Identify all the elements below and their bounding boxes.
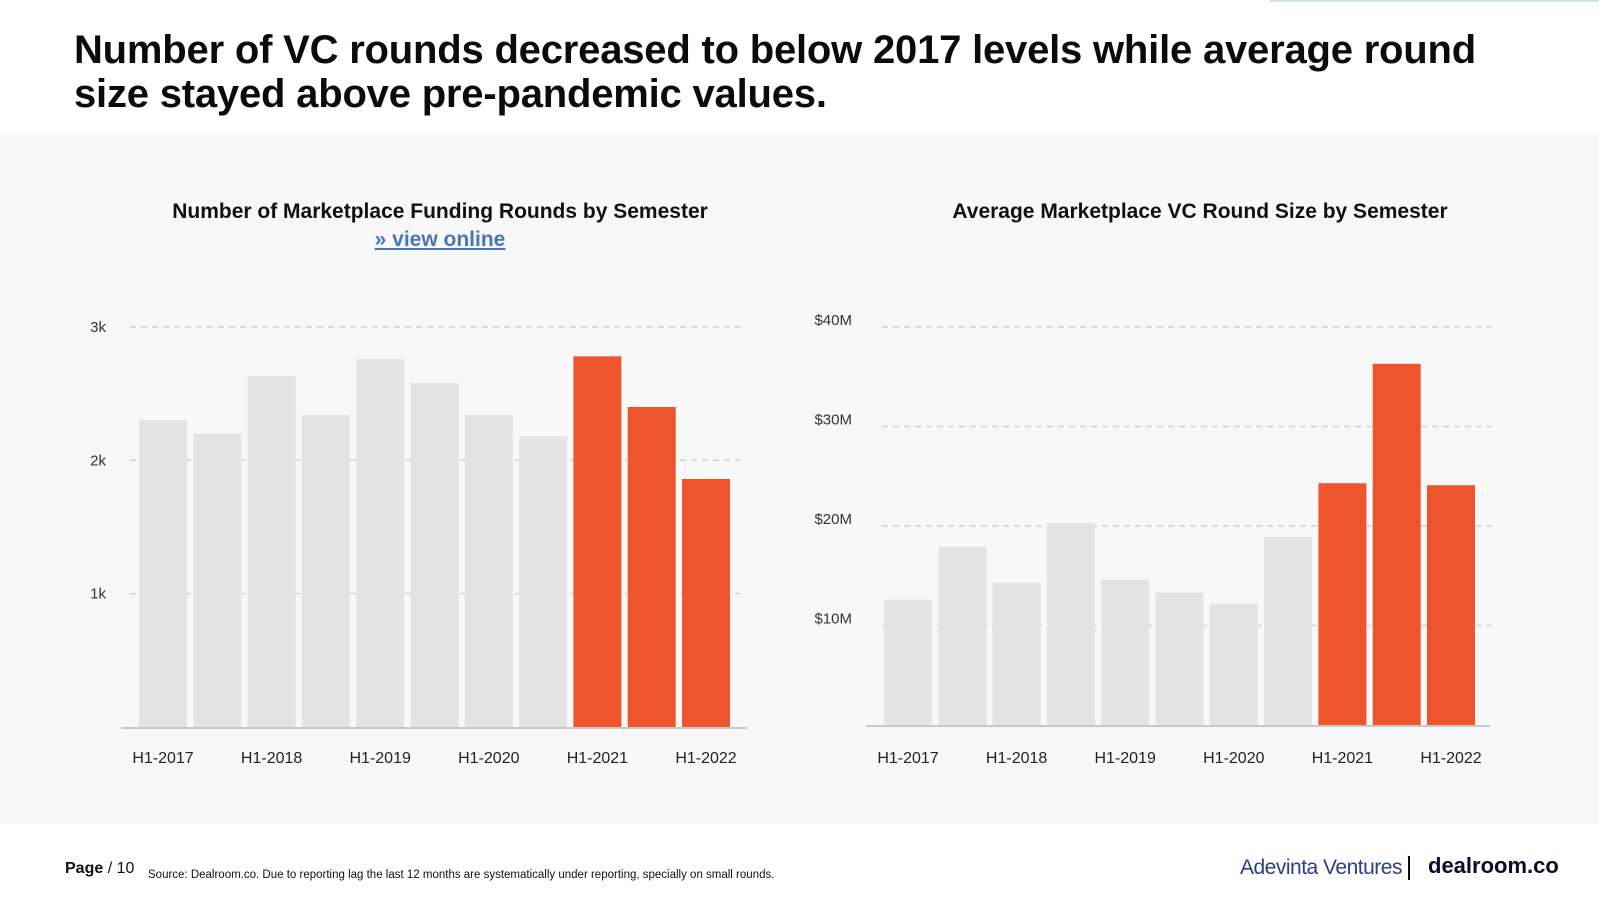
bar-H1-2017 [884, 599, 932, 725]
bar-H1-2018 [992, 582, 1041, 725]
x-tick-label: H1-2019 [1095, 750, 1156, 767]
avg-round-size-chart: $10M $20M $30M $40M H1-2017 H1-2018 H1-2019 H1-… [814, 312, 1492, 767]
bar-H1-2017 [139, 420, 187, 727]
left-chart-title: Number of Marketplace Funding Rounds by … [172, 200, 708, 223]
bar-H2-2019 [410, 383, 459, 727]
bar-H1-2021 [573, 356, 622, 727]
bar-H1-2020 [464, 415, 513, 727]
page-label: Page [65, 860, 104, 877]
x-tick-label: H1-2018 [986, 750, 1047, 767]
y-tick-label: 3k [90, 319, 106, 336]
y-tick-label: $40M [814, 312, 852, 329]
y-tick-label: $10M [814, 611, 852, 628]
x-tick-label: H1-2018 [241, 750, 302, 767]
adevinta-ventures-logo: Adevinta Ventures [1240, 856, 1402, 879]
bar-H2-2021 [1372, 363, 1421, 725]
bar-H2-2018 [1046, 523, 1095, 725]
bar-H2-2020 [519, 436, 568, 727]
y-tick-label: 1k [90, 586, 106, 603]
x-tick-label: H1-2021 [1312, 750, 1373, 767]
bar-H2-2017 [938, 546, 987, 725]
source-note: Source: Dealroom.co. Due to reporting la… [148, 869, 775, 881]
top-accent-line [1270, 0, 1599, 2]
x-tick-label: H1-2020 [1203, 750, 1264, 767]
right-chart-title: Average Marketplace VC Round Size by Sem… [952, 200, 1448, 223]
x-tick-label: H1-2022 [675, 750, 736, 767]
x-tick-label: H1-2021 [567, 750, 628, 767]
bar-H1-2018 [247, 376, 296, 727]
x-tick-label: H1-2017 [877, 750, 938, 767]
bar-H1-2019 [356, 359, 405, 727]
bar-H1-2019 [1101, 579, 1150, 725]
bar-H1-2022 [1427, 485, 1475, 725]
page-total: / 10 [107, 860, 135, 877]
y-tick-label: $30M [814, 412, 852, 429]
bar-H1-2020 [1209, 603, 1258, 725]
bar-H2-2021 [627, 407, 676, 727]
y-tick-label: 2k [90, 452, 106, 469]
bar-H2-2017 [193, 433, 242, 727]
brand-divider [1408, 856, 1410, 880]
x-tick-label: H1-2020 [458, 750, 519, 767]
x-tick-label: H1-2022 [1420, 750, 1481, 767]
funding-rounds-chart: 1k 2k 3k H1-2017 H1-2018 H1-2019 H1-2020 H1-202… [90, 319, 747, 767]
bar-H2-2018 [301, 415, 350, 727]
bar-H1-2021 [1318, 483, 1367, 725]
page-headline: Number of VC rounds decreased to below 2… [74, 28, 1476, 116]
bar-H2-2019 [1155, 592, 1204, 725]
x-tick-label: H1-2017 [132, 750, 193, 767]
page-number: Page / 10 [65, 860, 134, 878]
bar-H1-2022 [682, 479, 730, 727]
dealroom-logo: dealroom.co [1428, 853, 1559, 878]
view-online-link[interactable]: » view online [374, 228, 506, 251]
x-tick-label: H1-2019 [350, 750, 411, 767]
y-tick-label: $20M [814, 511, 852, 528]
bar-H2-2020 [1264, 536, 1313, 725]
